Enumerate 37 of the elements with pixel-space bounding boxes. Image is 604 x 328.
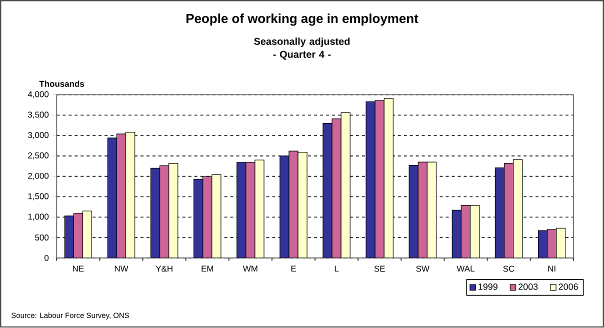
y-tick-label: 2,000 [28,173,49,180]
bar [212,174,222,258]
x-tick-label: SC [503,266,514,272]
y-tick-label: 3,500 [28,112,49,119]
bar [168,163,178,258]
bar [470,205,480,258]
bar [340,112,350,258]
x-tick-label: WAL [456,266,474,272]
y-tick-label: 0 [44,255,49,262]
y-tick-label: 1,000 [28,214,49,221]
bar [513,159,523,258]
x-tick-label: L [334,266,339,272]
x-tick-label: NW [114,266,128,272]
bar [426,162,437,258]
y-tick-label: 1,500 [28,193,49,200]
x-tick-label: E [291,266,296,272]
x-tick-label: SE [374,266,385,272]
y-tick-label: 4,000 [28,91,49,98]
x-tick-label: EM [202,266,214,272]
y-tick-label: 2,500 [28,152,49,160]
bar [82,210,92,258]
legend-label: 2006 [558,284,578,290]
x-tick-label: SW [416,266,430,272]
bar [384,98,394,258]
bar [556,228,566,258]
chart-title: People of working age in employment [186,14,418,26]
y-axis-title: Thousands [39,80,84,88]
chart-subtitle: Seasonally adjusted - Quarter 4 - [254,38,350,60]
x-tick-label: NI [548,266,556,272]
legend-label: 1999 [478,284,498,290]
bar [125,132,136,258]
x-tick-label: NE [73,266,84,272]
x-tick-label: Y&H [156,266,172,272]
legend-label: 2003 [518,284,538,290]
y-tick-label: 500 [35,234,49,241]
y-tick-label: 3,000 [28,132,49,140]
x-tick-label: WM [242,266,258,272]
